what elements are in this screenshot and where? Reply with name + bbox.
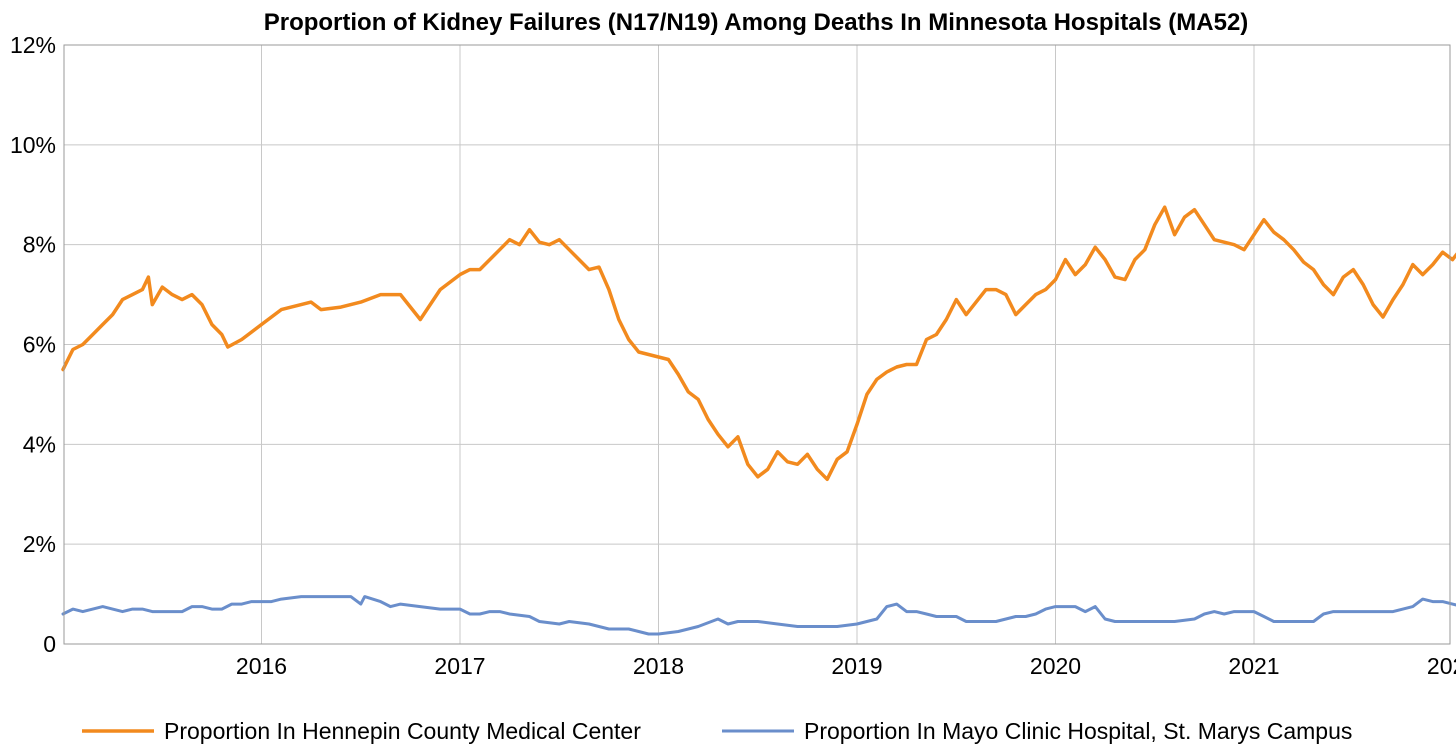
y-axis: 0 2% 4% 6% 8% 10% 12%: [10, 32, 56, 657]
x-tick-label: 2022: [1427, 653, 1456, 679]
x-tick-label: 2016: [236, 653, 287, 679]
plot-frame: [63, 44, 1451, 645]
y-tick-label: 2%: [23, 531, 56, 557]
x-tick-label: 2018: [633, 653, 684, 679]
x-tick-label: 2017: [434, 653, 485, 679]
legend-label-1: Proportion In Hennepin County Medical Ce…: [164, 718, 641, 744]
y-tick-label: 12%: [10, 32, 56, 58]
x-tick-label: 2020: [1030, 653, 1081, 679]
x-tick-label: 2021: [1228, 653, 1279, 679]
chart-title: Proportion of Kidney Failures (N17/N19) …: [264, 9, 1249, 36]
y-tick-label: 6%: [23, 332, 56, 358]
y-tick-label: 0: [43, 631, 56, 657]
series-layer: [61, 205, 1456, 636]
grid: [64, 44, 1450, 645]
y-tick-label: 10%: [10, 132, 56, 158]
legend-label-2: Proportion In Mayo Clinic Hospital, St. …: [804, 718, 1352, 744]
series-line-1: [61, 205, 1456, 482]
x-axis: 2016 2017 2018 2019 2020 2021 2022: [236, 653, 1456, 679]
x-tick-label: 2019: [831, 653, 882, 679]
y-tick-label: 8%: [23, 232, 56, 258]
series-line-2: [61, 595, 1456, 636]
legend: Proportion In Hennepin County Medical Ce…: [82, 718, 1352, 744]
y-tick-label: 4%: [23, 431, 56, 457]
